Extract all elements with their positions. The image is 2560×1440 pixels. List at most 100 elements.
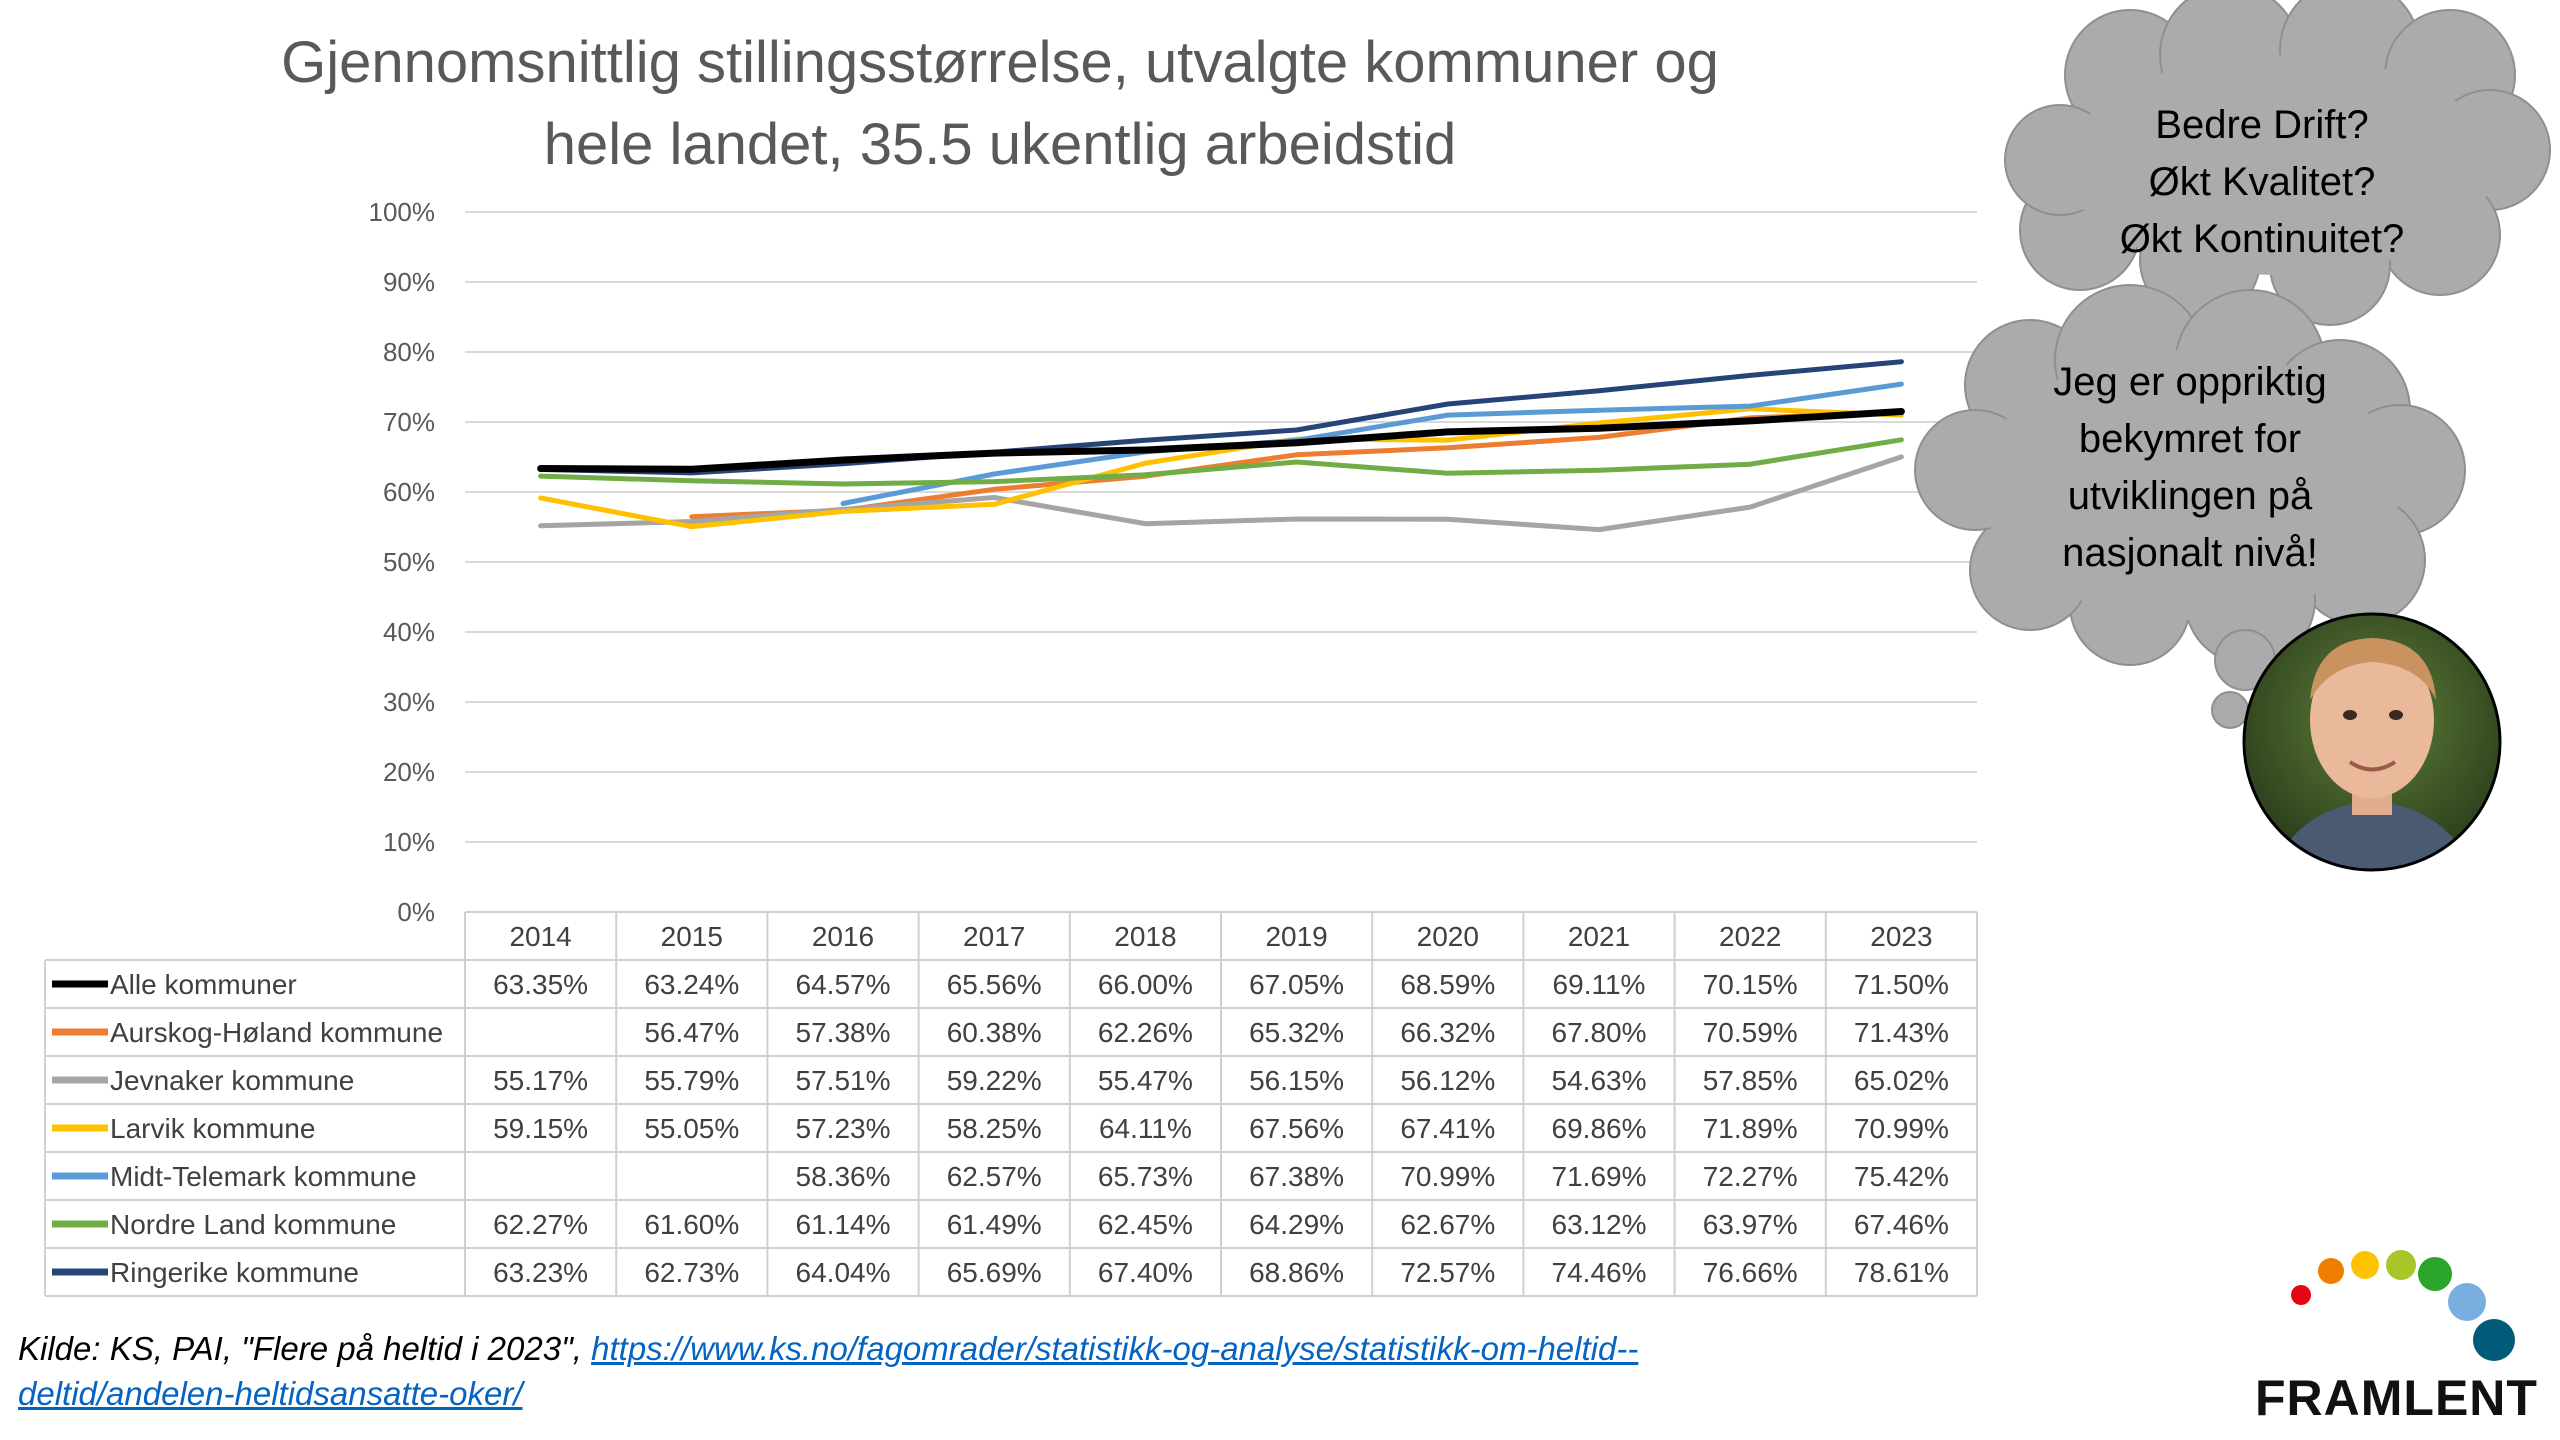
data-label: 70.99% — [1400, 1161, 1495, 1192]
data-label: 63.97% — [1703, 1209, 1798, 1240]
source-citation: Kilde: KS, PAI, "Flere på heltid i 2023"… — [18, 1326, 1778, 1416]
bubble-bottom-line-4: nasjonalt nivå! — [2062, 531, 2318, 575]
x-tick-label: 2019 — [1265, 921, 1327, 952]
thought-bubble-top: Bedre Drift? Økt Kvalitet? Økt Kontinuit… — [2004, 0, 2551, 326]
data-label: 61.14% — [796, 1209, 891, 1240]
data-label: 65.02% — [1854, 1065, 1949, 1096]
data-label: 63.23% — [493, 1257, 588, 1288]
series-line — [538, 454, 1904, 533]
logo-dot — [2351, 1251, 2379, 1279]
y-tick-label: 60% — [383, 477, 435, 507]
data-label: 67.41% — [1400, 1113, 1495, 1144]
source-link-line-1: https://www.ks.no/fagomrader/statistikk-… — [591, 1330, 1639, 1367]
legend-label: Larvik kommune — [110, 1113, 315, 1144]
logo-dot — [2418, 1257, 2452, 1291]
data-label: 54.63% — [1552, 1065, 1647, 1096]
data-label: 67.40% — [1098, 1257, 1193, 1288]
thought-bubble-bottom: Jeg er oppriktig bekymret for utviklinge… — [1914, 284, 2466, 729]
legend-label: Midt-Telemark kommune — [110, 1161, 417, 1192]
data-label: 63.12% — [1552, 1209, 1647, 1240]
chart-title-line-1: Gjennomsnittlig stillingsstørrelse, utva… — [281, 30, 1719, 95]
data-label: 75.42% — [1854, 1161, 1949, 1192]
logo-text: FRAMLENT — [2255, 1370, 2538, 1426]
data-label: 70.59% — [1703, 1017, 1798, 1048]
data-label: 64.04% — [796, 1257, 891, 1288]
x-tick-label: 2023 — [1870, 921, 1932, 952]
data-label: 64.29% — [1249, 1209, 1344, 1240]
data-label: 55.79% — [644, 1065, 739, 1096]
data-label: 71.69% — [1552, 1161, 1647, 1192]
logo-dot — [2386, 1250, 2416, 1280]
data-label: 63.35% — [493, 969, 588, 1000]
y-tick-label: 90% — [383, 267, 435, 297]
legend-label: Jevnaker kommune — [110, 1065, 354, 1096]
source-link-line-2: deltid/andelen-heltidsansatte-oker/ — [18, 1375, 523, 1412]
data-label: 57.51% — [796, 1065, 891, 1096]
data-label: 69.11% — [1553, 969, 1646, 1000]
y-tick-label: 80% — [383, 337, 435, 367]
logo-dot — [2448, 1283, 2486, 1321]
x-tick-label: 2020 — [1417, 921, 1479, 952]
data-table: 2014 2015 2016 2017 2018 2019 2020 2021 2022 2023… — [44, 911, 1978, 1297]
data-label: 61.60% — [644, 1209, 739, 1240]
series-line — [538, 437, 1904, 487]
data-label: 61.49% — [947, 1209, 1042, 1240]
data-label: 57.38% — [796, 1017, 891, 1048]
y-tick-label: 30% — [383, 687, 435, 717]
y-tick-label: 70% — [383, 407, 435, 437]
chart-title: Gjennomsnittlig stillingsstørrelse, utva… — [150, 22, 1850, 186]
legend-label: Nordre Land kommune — [110, 1209, 396, 1240]
data-label: 65.69% — [947, 1257, 1042, 1288]
series-lines — [537, 359, 1905, 533]
bubble-bottom-line-3: utviklingen på — [2068, 474, 2313, 518]
bubble-bottom-line-2: bekymret for — [2079, 417, 2301, 461]
data-label: 72.57% — [1400, 1257, 1495, 1288]
data-label: 69.86% — [1552, 1113, 1647, 1144]
series-line — [537, 408, 1905, 473]
x-tick-label: 2021 — [1568, 921, 1630, 952]
y-axis-ticks: 0% 10% 20% 30% 40% 50% 60% 70% 80% 90% 100% — [369, 197, 436, 927]
data-label: 71.50% — [1854, 969, 1949, 1000]
data-label: 64.57% — [796, 969, 891, 1000]
data-label: 64.11% — [1099, 1113, 1192, 1144]
data-label: 71.89% — [1703, 1113, 1798, 1144]
x-tick-label: 2015 — [661, 921, 723, 952]
data-label: 65.56% — [947, 969, 1042, 1000]
data-label: 63.24% — [644, 969, 739, 1000]
data-label: 68.59% — [1400, 969, 1495, 1000]
x-tick-label: 2022 — [1719, 921, 1781, 952]
bubble-bottom-line-1: Jeg er oppriktig — [2053, 360, 2326, 404]
data-label: 66.32% — [1400, 1017, 1495, 1048]
data-label: 71.43% — [1854, 1017, 1949, 1048]
y-tick-label: 100% — [369, 197, 436, 227]
logo-dot — [2318, 1258, 2344, 1284]
data-label: 55.05% — [644, 1113, 739, 1144]
data-label: 58.25% — [947, 1113, 1042, 1144]
logo-dot — [2473, 1319, 2515, 1361]
data-label: 67.80% — [1552, 1017, 1647, 1048]
data-label: 74.46% — [1552, 1257, 1647, 1288]
bubble-top-line-1: Bedre Drift? — [2155, 103, 2368, 147]
legend-label: Ringerike kommune — [110, 1257, 359, 1288]
data-label: 70.99% — [1854, 1113, 1949, 1144]
x-tick-label: 2016 — [812, 921, 874, 952]
source-prefix: Kilde: KS, PAI, "Flere på heltid i 2023"… — [18, 1330, 592, 1367]
legend-label: Alle kommuner — [110, 969, 297, 1000]
data-label: 76.66% — [1703, 1257, 1798, 1288]
chart-title-line-2: hele landet, 35.5 ukentlig arbeidstid — [543, 112, 1457, 177]
data-label: 78.61% — [1854, 1257, 1949, 1288]
y-tick-label: 50% — [383, 547, 435, 577]
data-label: 56.47% — [644, 1017, 739, 1048]
data-label: 62.57% — [947, 1161, 1042, 1192]
series-line — [840, 381, 1904, 506]
data-label: 62.26% — [1098, 1017, 1193, 1048]
data-label: 65.73% — [1098, 1161, 1193, 1192]
data-label: 65.32% — [1249, 1017, 1344, 1048]
data-label: 62.27% — [493, 1209, 588, 1240]
series-line — [538, 359, 1904, 476]
data-label: 60.38% — [947, 1017, 1042, 1048]
y-tick-label: 20% — [383, 757, 435, 787]
gridlines — [465, 211, 1977, 843]
data-label: 58.36% — [796, 1161, 891, 1192]
source-link[interactable]: https://www.ks.no/fagomrader/statistikk-… — [18, 1330, 1638, 1412]
